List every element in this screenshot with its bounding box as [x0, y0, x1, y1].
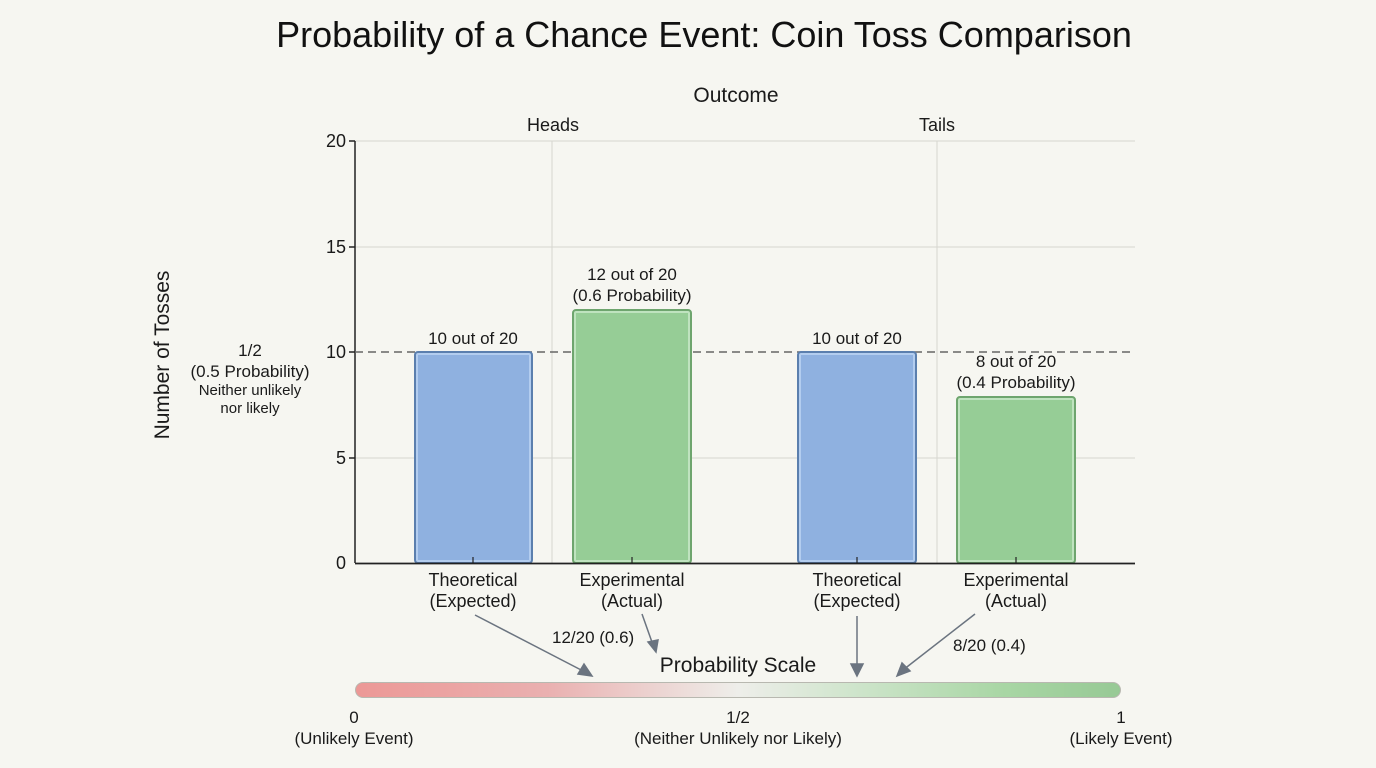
probability-scale-bar — [355, 682, 1121, 698]
category-heads-theoretical: Theoretical (Expected) — [393, 570, 553, 612]
ytick-10: 10 — [325, 342, 346, 362]
reference-probability: (0.5 Probability) — [190, 362, 310, 381]
arrow-note-tails: 8/20 (0.4) — [953, 636, 1026, 655]
reference-fraction: 1/2 — [238, 341, 262, 360]
bar-tails-theoretical — [797, 351, 917, 564]
scale-desc: (Neither Unlikely nor Likely) — [634, 729, 842, 748]
category-line: Theoretical — [812, 570, 902, 590]
scale-desc: (Unlikely Event) — [294, 729, 414, 748]
category-line: (Expected) — [813, 591, 901, 611]
reference-desc-2: nor likely — [220, 400, 280, 417]
bar-label-line: (0.4 Probability) — [956, 373, 1076, 392]
scale-value: 1 — [1116, 708, 1126, 727]
category-heads-experimental: Experimental (Actual) — [552, 570, 712, 612]
scale-label-1: 1 (Likely Event) — [991, 707, 1251, 749]
category-line: Experimental — [963, 570, 1069, 590]
bar-label-heads-experimental: 12 out of 20 (0.6 Probability) — [532, 264, 732, 306]
bar-label-tails-theoretical: 10 out of 20 — [757, 328, 957, 349]
bar-heads-theoretical — [414, 351, 533, 564]
bar-label-tails-experimental: 8 out of 20 (0.4 Probability) — [916, 351, 1116, 393]
top-axis-title: Outcome — [693, 84, 779, 107]
category-line: Experimental — [579, 570, 685, 590]
bar-label-line: 10 out of 20 — [428, 329, 518, 348]
scale-label-0: 0 (Unlikely Event) — [224, 707, 484, 749]
ytick-0: 0 — [335, 553, 346, 573]
scale-desc: (Likely Event) — [1069, 729, 1173, 748]
group-label-tails: Tails — [918, 115, 955, 135]
chart-title: Probability of a Chance Event: Coin Toss… — [276, 14, 1132, 55]
category-line: Theoretical — [428, 570, 518, 590]
ytick-20: 20 — [325, 131, 346, 151]
arrow-note-heads: 12/20 (0.6) — [552, 628, 635, 647]
category-line: (Actual) — [600, 591, 663, 611]
ytick-5: 5 — [335, 448, 346, 468]
category-line: (Actual) — [984, 591, 1047, 611]
probability-scale-title: Probability Scale — [659, 654, 817, 677]
reference-desc-1: Neither unlikely — [198, 382, 302, 399]
bar-heads-experimental — [572, 309, 692, 564]
reference-note: 1/2 (0.5 Probability) Neither unlikely n… — [170, 340, 330, 418]
scale-value: 1/2 — [726, 708, 750, 727]
category-tails-theoretical: Theoretical (Expected) — [777, 570, 937, 612]
scale-value: 0 — [349, 708, 359, 727]
category-line: (Expected) — [429, 591, 517, 611]
bar-tails-experimental — [956, 396, 1076, 564]
bar-label-line: 12 out of 20 — [587, 265, 677, 284]
bar-label-line: 8 out of 20 — [975, 352, 1057, 371]
bar-label-line: 10 out of 20 — [812, 329, 902, 348]
bar-label-heads-theoretical: 10 out of 20 — [373, 328, 573, 349]
bar-label-line: (0.6 Probability) — [572, 286, 692, 305]
ytick-15: 15 — [325, 237, 346, 257]
category-tails-experimental: Experimental (Actual) — [936, 570, 1096, 612]
group-label-heads: Heads — [526, 115, 580, 135]
scale-label-half: 1/2 (Neither Unlikely nor Likely) — [608, 707, 868, 749]
